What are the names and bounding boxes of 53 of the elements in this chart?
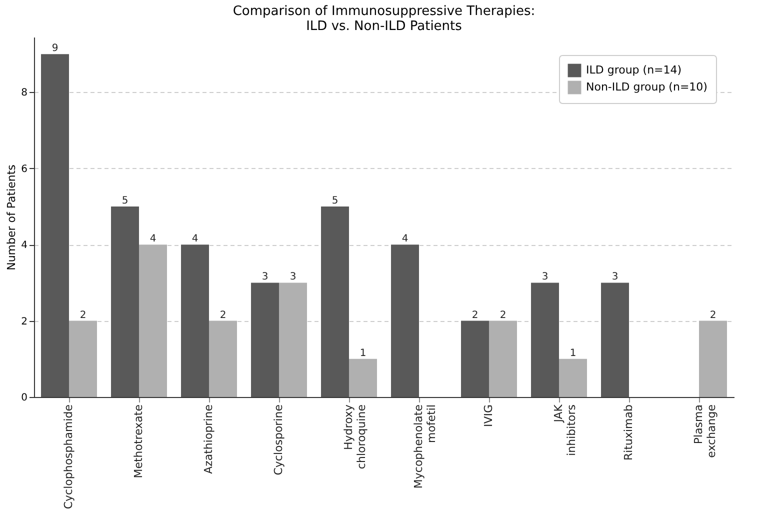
x-tick-label: Rituximab [622, 404, 635, 460]
data-label: 1 [570, 348, 576, 359]
data-label: 5 [332, 196, 338, 207]
legend-label: ILD group (n=14) [586, 64, 682, 76]
data-label: 4 [192, 234, 198, 245]
x-tick-label: JAK inhibitors [552, 404, 578, 456]
x-tick-label: Mycophenolate mofetil [412, 404, 438, 489]
y-tick-label: 2 [21, 316, 28, 328]
bar [181, 244, 209, 397]
x-tick-label: IVIG [482, 404, 495, 428]
x-tick-label: Plasma exchange [692, 404, 718, 458]
bar [559, 358, 587, 397]
bar [69, 320, 97, 397]
bar [321, 206, 349, 397]
bar [139, 244, 167, 397]
x-tick-label: Cyclophosphamide [62, 404, 75, 510]
bar [699, 320, 727, 397]
bar [461, 320, 489, 397]
data-label: 4 [402, 234, 408, 245]
bar [531, 282, 559, 397]
data-label: 5 [122, 196, 128, 207]
y-tick-label: 0 [21, 392, 28, 404]
data-label: 1 [360, 348, 366, 359]
legend-label: Non-ILD group (n=10) [586, 80, 708, 94]
data-label: 2 [220, 310, 226, 321]
bar [489, 320, 517, 397]
data-label: 2 [472, 310, 478, 321]
x-tick-label: Cyclosporine [272, 404, 285, 476]
data-label: 2 [710, 310, 716, 321]
y-tick-label: 6 [21, 164, 28, 175]
bar [391, 244, 419, 397]
bar [209, 320, 237, 397]
x-tick-label: Methotrexate [132, 404, 145, 478]
bar [251, 282, 279, 397]
x-tick-label: Hydroxy chloroquine [342, 404, 368, 470]
bar [279, 282, 307, 397]
data-label: 3 [542, 272, 548, 283]
data-label: 9 [52, 43, 58, 54]
data-label: 3 [262, 272, 268, 283]
data-label: 2 [80, 310, 86, 321]
y-tick-label: 8 [21, 88, 28, 99]
y-tick-label: 4 [21, 240, 28, 252]
bar [41, 54, 69, 397]
bar [111, 206, 139, 397]
data-label: 2 [500, 310, 506, 321]
data-label: 3 [290, 272, 296, 283]
data-label: 4 [150, 234, 156, 245]
y-axis-title: Number of Patients [5, 164, 18, 270]
bar [601, 282, 629, 397]
data-label: 3 [612, 272, 618, 283]
x-tick-label: Azathioprine [202, 404, 215, 474]
bar [349, 358, 377, 397]
chart-title: Comparison of Immunosuppressive Therapies: ILD vs. Non-ILD Patients [232, 4, 536, 34]
